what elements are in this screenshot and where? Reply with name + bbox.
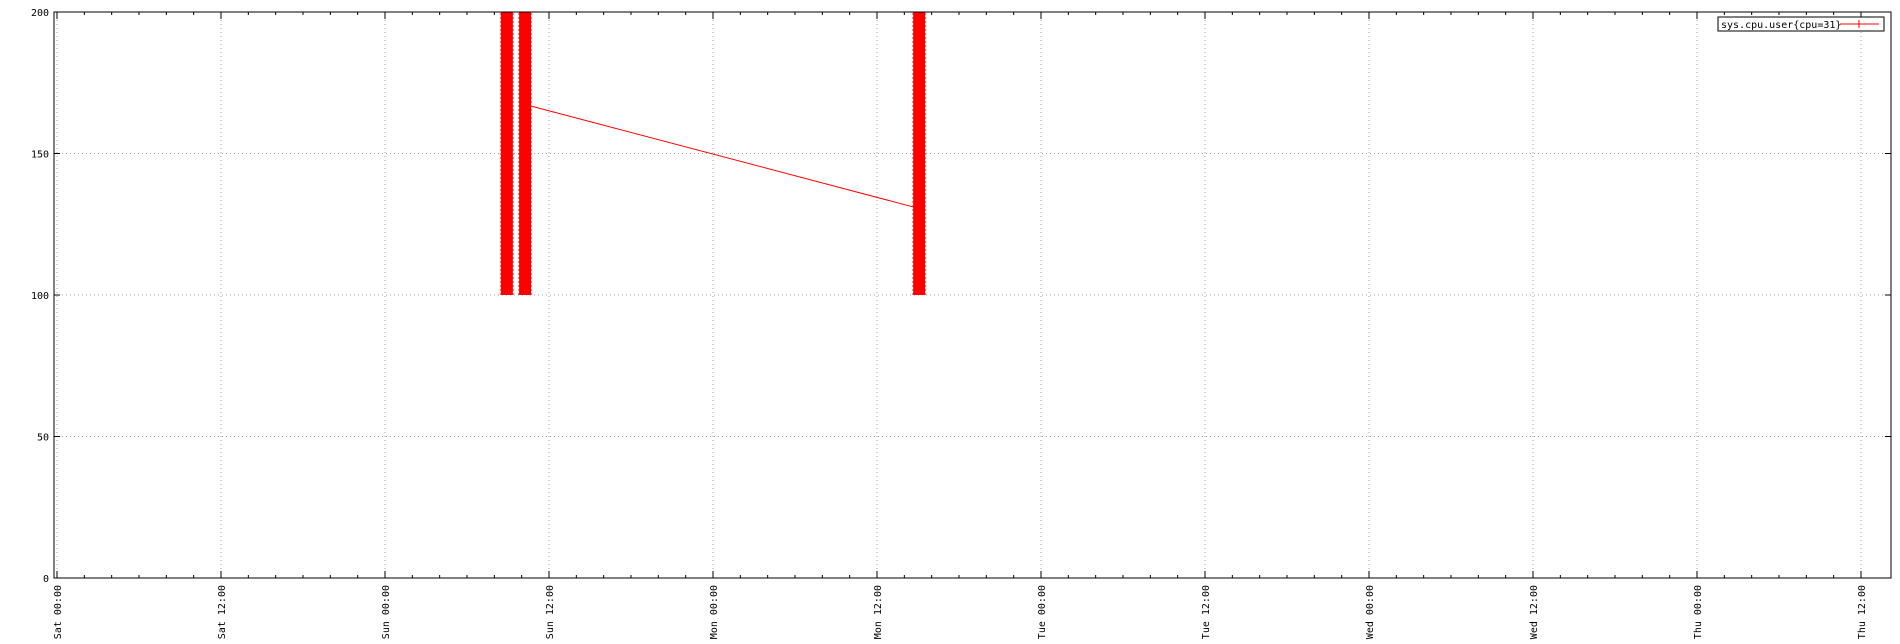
y-tick-label: 100: [31, 291, 49, 302]
x-tick-label: Tue 12:00: [1201, 585, 1212, 639]
series-sys-cpu-user: [499, 12, 927, 295]
legend: sys.cpu.user{cpu=31}: [1717, 16, 1885, 32]
y-tick-label: 150: [31, 150, 49, 161]
x-tick-label: Sun 00:00: [381, 585, 392, 639]
x-tick-label: Sun 12:00: [545, 585, 556, 639]
x-tick-label: Sat 12:00: [217, 585, 228, 639]
legend-label: sys.cpu.user{cpu=31}: [1721, 20, 1841, 31]
y-tick-label: 50: [37, 433, 49, 444]
plot-frame: [53, 11, 1892, 579]
x-tick-label: Mon 12:00: [873, 585, 884, 639]
y-tick-label: 0: [43, 574, 49, 585]
data-burst: [912, 12, 927, 295]
x-tick-label: Thu 00:00: [1693, 585, 1704, 639]
y-tick-label: 200: [31, 8, 49, 19]
data-burst: [499, 12, 514, 295]
axes: 0 50 100 150 200 Sat 00:00 Sat 12:00 Sun 00:00 S…: [31, 8, 1891, 639]
x-tick-label: Thu 12:00: [1857, 585, 1868, 639]
x-tick-label: Sat 00:00: [53, 585, 64, 639]
series-line: [528, 104, 915, 208]
grid-lines: [54, 11, 1891, 579]
legend-box: [1717, 16, 1885, 32]
data-burst: [518, 12, 533, 295]
x-tick-label: Wed 00:00: [1365, 585, 1376, 639]
x-tick-label: Tue 00:00: [1037, 585, 1048, 639]
x-tick-label: Wed 12:00: [1529, 585, 1540, 639]
x-tick-label: Mon 00:00: [709, 585, 720, 639]
